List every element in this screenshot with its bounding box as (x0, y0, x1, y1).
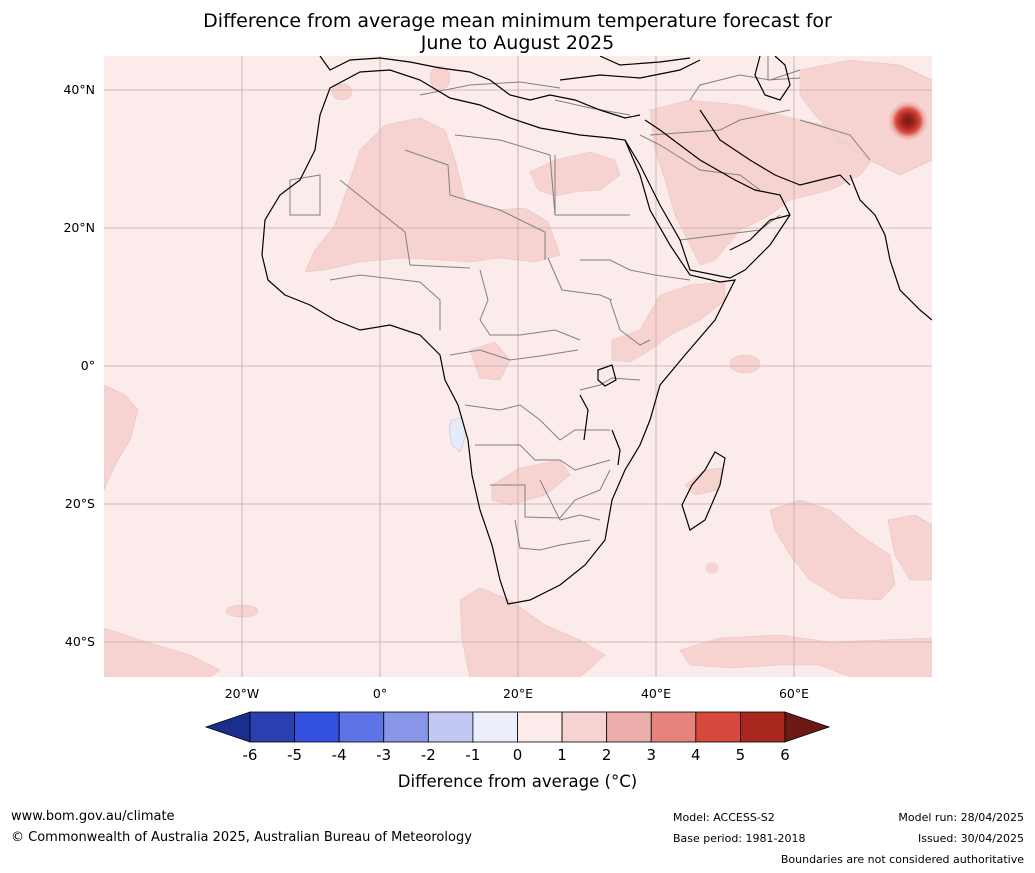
madagascar (681, 451, 726, 531)
footer-url: www.bom.gov.au/climate (11, 809, 175, 824)
warm-patch-small-4 (705, 562, 719, 574)
europe-coast (319, 56, 641, 119)
colorbar-tick-label: 3 (646, 746, 657, 764)
lon-label-40e: 40°E (640, 686, 672, 701)
colorbar-tick-label: 5 (735, 746, 746, 764)
warm-patch-iran (799, 59, 932, 176)
graticule (104, 56, 932, 677)
warm-patch-sahara (304, 117, 561, 273)
lake-malawi (611, 429, 621, 466)
lat-label-0: 0° (80, 358, 95, 373)
lon-label-20e: 20°E (502, 686, 534, 701)
lat-label-20s: 20°S (64, 496, 95, 511)
footer-copyright: © Commonwealth of Australia 2025, Austra… (11, 830, 472, 845)
lake-victoria (597, 364, 617, 387)
warm-patch-indian-ocean-east (887, 514, 932, 581)
lat-label-20n: 20°N (63, 220, 95, 235)
hotspot-himalaya (888, 101, 928, 141)
warm-patch-kalahari (491, 459, 571, 506)
title-line-2: June to August 2025 (420, 32, 615, 54)
caspian-sea (754, 56, 791, 101)
warm-patch-congo (469, 341, 511, 381)
colorbar-tick-label: 2 (601, 746, 612, 764)
colorbar-tick-label: 4 (691, 746, 701, 764)
lat-label-40s: 40°S (64, 634, 95, 649)
warm-patch-ethiopia (611, 281, 726, 363)
country-borders (289, 56, 871, 551)
warm-patch-indian-ocean (769, 499, 896, 601)
warm-patch-small-1 (729, 354, 761, 374)
colorbar-tick-label: -2 (420, 746, 436, 764)
lat-label-40n: 40°N (63, 82, 95, 97)
chart-title: Difference from average mean minimum tem… (0, 10, 1035, 54)
warm-patch-south-atlantic (459, 587, 606, 677)
title-line-1: Difference from average mean minimum tem… (203, 10, 832, 32)
footer-boundaries: Boundaries are not considered authoritat… (780, 853, 1024, 866)
lake-tanganyika (579, 394, 589, 441)
lon-label-60e: 60°E (778, 686, 810, 701)
colorbar-tick-label: 6 (780, 746, 790, 764)
arabia-east (729, 214, 791, 251)
coastlines (261, 56, 932, 605)
warm-patch-west-atlantic (104, 384, 139, 491)
colorbar-tick-label: -3 (376, 746, 392, 764)
africa-coast (261, 69, 737, 605)
anomaly-contours (104, 59, 932, 677)
warm-patch-arabia (649, 99, 881, 266)
footer-model: Model: ACCESS-S2 (673, 811, 775, 824)
footer-model-run: Model run: 28/04/2025 (898, 811, 1024, 824)
colorbar-tick-label: 0 (512, 746, 523, 764)
footer-issued: Issued: 30/04/2025 (917, 832, 1024, 845)
footer-base-period: Base period: 1981-2018 (673, 832, 806, 845)
warm-patch-med (429, 65, 451, 91)
warm-patch-small-3 (331, 83, 353, 101)
india-coast (849, 174, 932, 321)
black-sea (599, 56, 691, 66)
colorbar-tick-label: 1 (557, 746, 567, 764)
colorbar-label: Difference from average (°C) (397, 772, 638, 791)
colorbar-tick-label: -1 (465, 746, 481, 764)
warm-patch-madagascar (684, 467, 723, 496)
colorbar-tick-label: -6 (242, 746, 258, 764)
warm-patch-sw-corner (104, 627, 221, 677)
warm-patch-southern-ocean (679, 634, 932, 677)
colorbar-tick-label: -4 (331, 746, 347, 764)
red-sea-coast (624, 119, 791, 279)
lon-label-0: 0° (372, 686, 388, 701)
lon-label-20w: 20°W (224, 686, 260, 701)
gulf-coast (699, 109, 851, 186)
turkey-coast (559, 59, 701, 81)
colorbar-tick-label: -5 (287, 746, 303, 764)
